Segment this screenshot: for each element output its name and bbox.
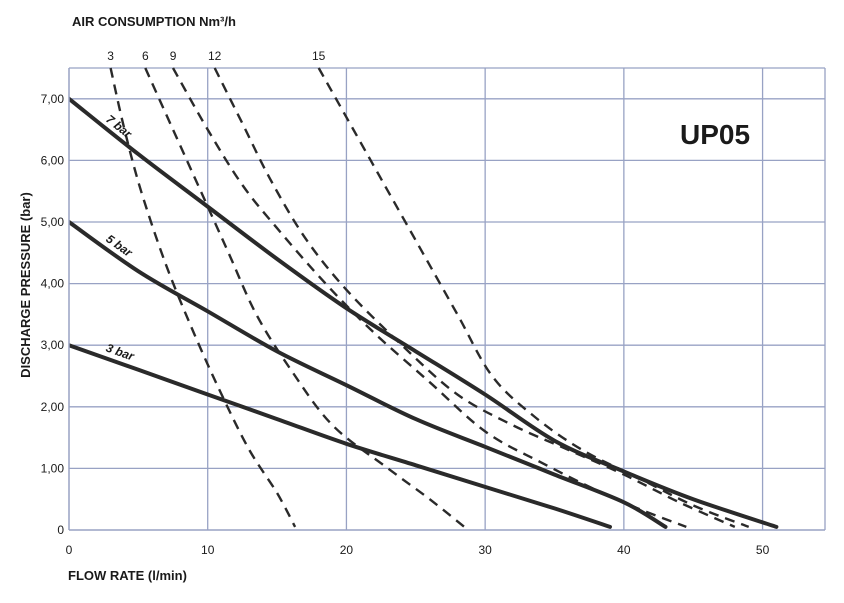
air-consumption-line-6 <box>144 67 466 528</box>
series-layer <box>69 67 779 529</box>
x-axis-title: FLOW RATE (l/min) <box>68 568 187 583</box>
air-consumption-line-15 <box>317 67 750 529</box>
y-axis-title: DISCHARGE PRESSURE (bar) <box>18 192 33 378</box>
pressure-curve-5-bar <box>69 220 668 529</box>
air-consumption-label: 9 <box>170 49 177 63</box>
plot-frame <box>68 68 825 531</box>
x-tick-label: 50 <box>756 543 770 557</box>
y-tick-label: 3,00 <box>41 338 65 352</box>
air-consumption-line-9 <box>171 67 687 529</box>
pressure-curve-7-bar <box>69 96 779 529</box>
x-tick-label: 0 <box>66 543 73 557</box>
x-tick-labels: 0 10 20 30 40 50 <box>66 543 770 557</box>
top-axis-title: AIR CONSUMPTION Nm³/h <box>72 14 236 29</box>
air-consumption-label: 12 <box>208 49 222 63</box>
y-tick-label: 2,00 <box>41 400 65 414</box>
air-consumption-line-3 <box>109 67 297 528</box>
y-tick-labels: 0 1,00 2,00 3,00 4,00 5,00 6,00 7,00 <box>41 92 65 537</box>
y-tick-label: 4,00 <box>41 277 65 291</box>
model-title: UP05 <box>680 119 750 150</box>
air-consumption-label: 6 <box>142 49 149 63</box>
pressure-curve-3-bar <box>69 343 612 529</box>
y-tick-label: 6,00 <box>41 153 65 167</box>
y-tick-label: 1,00 <box>41 461 65 475</box>
x-tick-label: 10 <box>201 543 215 557</box>
air-consumption-label: 15 <box>312 49 326 63</box>
pressure-curve-label: 5 bar <box>103 232 136 261</box>
x-tick-label: 30 <box>478 543 492 557</box>
y-tick-label: 0 <box>57 523 64 537</box>
y-tick-label: 7,00 <box>41 92 65 106</box>
grid <box>69 67 826 530</box>
x-tick-label: 20 <box>340 543 354 557</box>
y-tick-label: 5,00 <box>41 215 65 229</box>
air-consumption-label: 3 <box>107 49 114 63</box>
x-tick-label: 40 <box>617 543 631 557</box>
air-consumption-line-12 <box>213 67 736 528</box>
